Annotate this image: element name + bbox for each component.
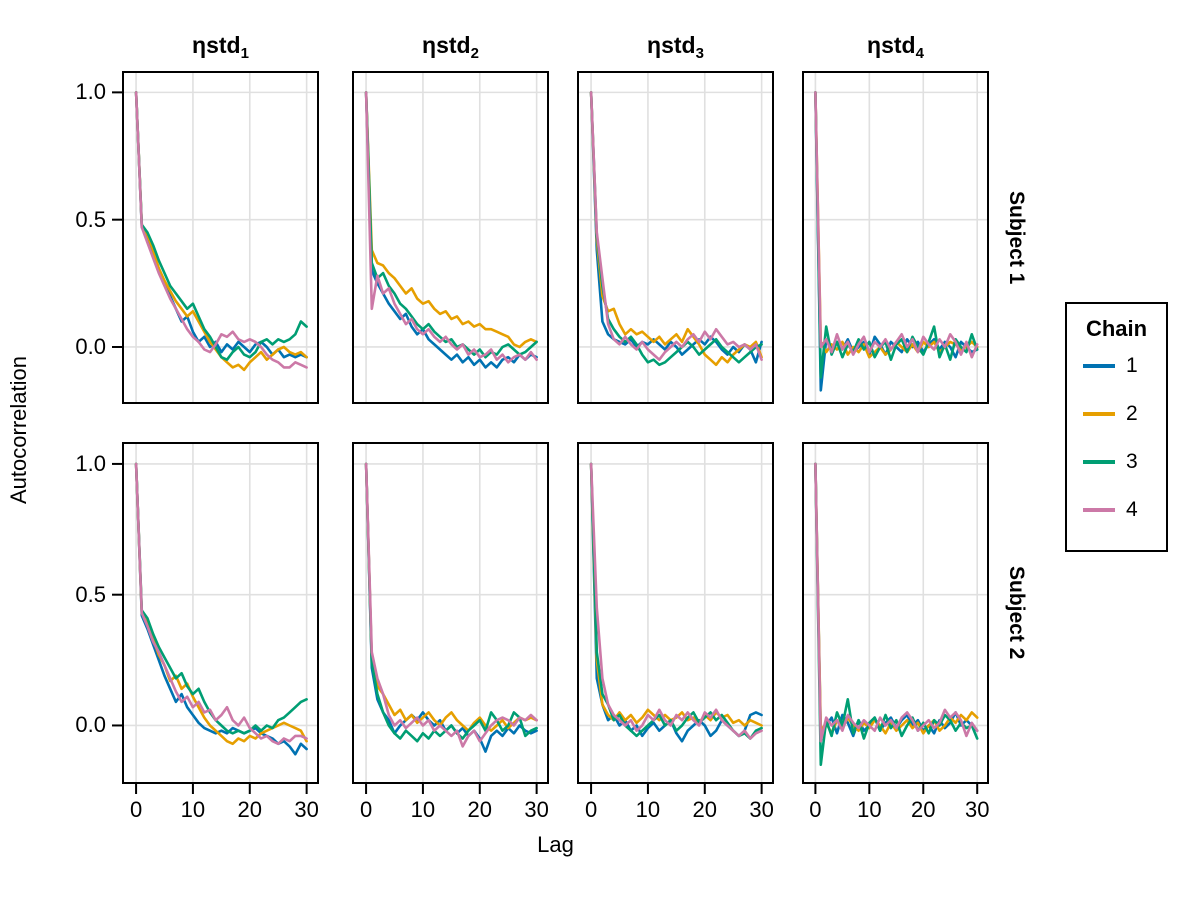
acf-line-chain-2: [589, 91, 763, 367]
facet-column-title: ηstd2: [353, 28, 548, 62]
acf-line-chain-3: [364, 462, 538, 743]
acf-line-chain-2: [134, 91, 308, 372]
legend-entry-label: 3: [1126, 450, 1138, 473]
acf-line-chain-3: [134, 91, 308, 362]
x-tick-label: 30: [749, 797, 774, 822]
y-tick-label: 1.0: [75, 79, 106, 105]
acf-panel: [112, 71, 319, 404]
facet-column-title-sub: 2: [470, 45, 479, 62]
legend-entry-chain-4: 4: [1067, 486, 1166, 534]
acf-line-chain-2: [134, 462, 308, 746]
acf-panel: [352, 71, 549, 404]
x-tick-label: 30: [964, 797, 990, 822]
x-tick-label: 0: [584, 797, 598, 822]
legend-entries: 1 2 3 4: [1067, 342, 1166, 534]
legend-line-swatch: [1083, 508, 1115, 512]
acf-line-chain-4: [814, 91, 979, 359]
acf-line-chain-2: [814, 91, 979, 359]
acf-line-chain-4: [364, 462, 538, 748]
y-tick-label: 1.0: [75, 450, 106, 476]
panel-border: [577, 71, 774, 404]
legend-line-swatch: [1083, 412, 1115, 416]
facet-column-title-base: ηstd: [422, 32, 471, 58]
acf-line-chain-1: [589, 462, 763, 743]
legend-entry-label: 4: [1126, 498, 1138, 521]
y-tick-label: 0.0: [75, 712, 106, 738]
legend: Chain 1 2 3 4: [1065, 302, 1168, 552]
acf-line-chain-3: [589, 91, 763, 367]
acf-line-chain-1: [134, 91, 308, 359]
acf-line-chain-3: [814, 91, 979, 379]
facet-column-title-sub: 1: [240, 45, 249, 62]
facet-row-label-subject-2: Subject 2: [1005, 566, 1028, 660]
facet-column-title-sub: 4: [915, 45, 924, 62]
acf-line-chain-1: [364, 91, 538, 369]
acf-line-chain-2: [814, 462, 979, 735]
acf-line-chain-2: [364, 462, 538, 733]
x-tick-label: 20: [692, 797, 717, 822]
panel-border: [122, 71, 319, 404]
legend-entry-chain-3: 3: [1067, 438, 1166, 486]
acf-panel: [802, 442, 989, 794]
x-tick-label: 0: [809, 797, 822, 822]
x-tick-label: 20: [237, 797, 262, 822]
y-tick-label: 0.0: [75, 333, 106, 359]
acf-line-chain-3: [364, 91, 538, 359]
legend-entry-label: 2: [1126, 402, 1138, 425]
facet-row-label-subject-1: Subject 1: [1005, 190, 1028, 285]
x-tick-label: 30: [524, 797, 549, 822]
x-axis-label: Lag: [537, 832, 574, 857]
legend-title: Chain: [1085, 316, 1148, 341]
acf-line-chain-4: [589, 91, 763, 362]
legend-entry-chain-2: 2: [1067, 390, 1166, 438]
facet-column-title-sub: 3: [695, 45, 704, 62]
acf-line-chain-4: [364, 91, 538, 364]
acf-line-chain-3: [814, 462, 979, 767]
acf-line-chain-1: [814, 462, 979, 738]
panel-border: [352, 71, 549, 404]
facet-column-title-base: ηstd: [192, 32, 241, 58]
acf-panel: [577, 442, 774, 794]
acf-line-chain-4: [134, 91, 308, 369]
facet-column-title: ηstd3: [578, 28, 773, 62]
legend-line-swatch: [1083, 460, 1115, 464]
x-tick-label: 20: [467, 797, 492, 822]
facet-column-title-base: ηstd: [647, 32, 696, 58]
acf-line-chain-3: [589, 462, 763, 740]
x-tick-label: 10: [857, 797, 882, 822]
panel-border: [352, 442, 549, 784]
x-tick-label: 20: [911, 797, 936, 822]
panel-border: [802, 71, 989, 404]
legend-entry-chain-1: 1: [1067, 342, 1166, 390]
panel-border: [802, 442, 989, 784]
legend-line-swatch: [1083, 364, 1115, 368]
x-tick-label: 0: [129, 797, 143, 822]
acf-line-chain-2: [364, 91, 538, 349]
acf-panel: [352, 442, 549, 794]
facet-column-title-base: ηstd: [867, 32, 916, 58]
acf-panel: [112, 442, 319, 794]
acf-line-chain-4: [814, 462, 979, 743]
acf-line-chain-1: [134, 462, 308, 756]
panel-border: [577, 442, 774, 784]
x-tick-label: 10: [635, 797, 661, 822]
acf-panel: [802, 71, 989, 404]
x-tick-label: 30: [294, 797, 319, 822]
acf-line-chain-3: [134, 462, 308, 735]
y-tick-label: 0.5: [75, 206, 106, 232]
x-tick-label: 0: [359, 797, 373, 822]
acf-line-chain-4: [134, 462, 308, 746]
facet-column-title: ηstd4: [803, 28, 988, 62]
x-tick-label: 10: [180, 797, 206, 822]
legend-entry-label: 1: [1126, 354, 1138, 377]
panel-border: [122, 442, 319, 784]
acf-line-chain-1: [589, 91, 763, 364]
facet-column-title: ηstd1: [123, 28, 318, 62]
y-tick-label: 0.5: [75, 581, 106, 607]
acf-line-chain-4: [589, 462, 763, 740]
x-tick-label: 10: [410, 797, 436, 822]
acf-panel: [577, 71, 774, 404]
